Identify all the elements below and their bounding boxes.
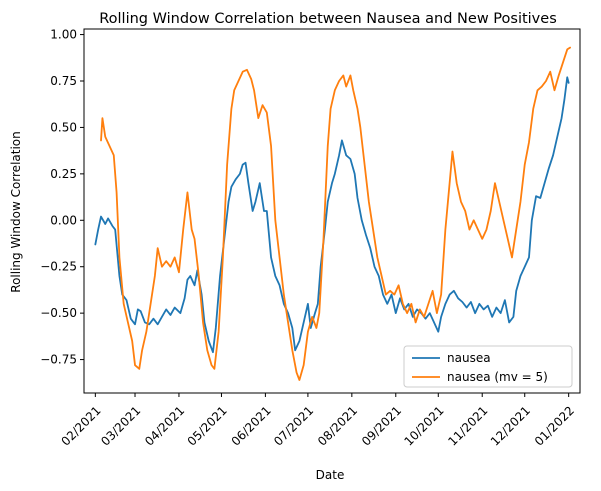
y-tick-label: 0.50: [50, 120, 77, 134]
y-tick-label: 0.25: [50, 167, 77, 181]
series-line-nausea: [94, 76, 570, 354]
y-tick-label: −0.25: [40, 260, 77, 274]
y-tick-label: −0.75: [40, 353, 77, 367]
y-axis-label: Rolling Window Correlation: [9, 131, 23, 292]
chart-title: Rolling Window Correlation between Nause…: [99, 11, 557, 27]
y-tick-label: 0.00: [50, 213, 77, 227]
legend-label-nausea: nausea: [447, 351, 491, 365]
legend-label-nausea-mv5: nausea (mv = 5): [447, 370, 548, 384]
y-tick-label: 1.00: [50, 28, 77, 42]
series-line-nausea-mv5: [100, 46, 571, 381]
legend-box: [403, 345, 573, 388]
plot-area: [94, 46, 571, 381]
y-axis: −0.75 −0.50 −0.25 0.00 0.25 0.50 0.75 1.00: [40, 28, 84, 367]
y-tick-label: 0.75: [50, 74, 77, 88]
plot-frame: [83, 28, 581, 394]
legend: nausea nausea (mv = 5): [403, 345, 573, 388]
y-tick-label: −0.50: [40, 306, 77, 320]
x-axis-label: Date: [316, 468, 345, 482]
